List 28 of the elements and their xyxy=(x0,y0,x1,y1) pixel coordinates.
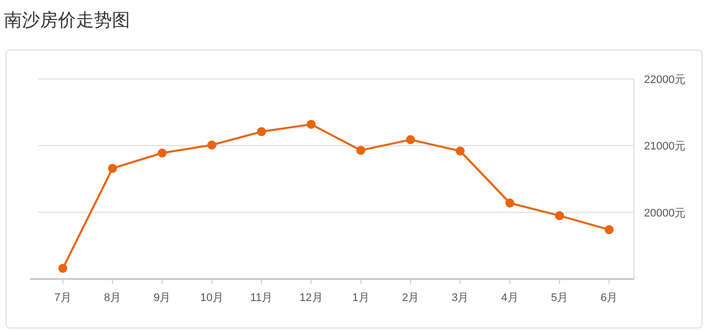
point xyxy=(406,135,415,144)
x-tick-label: 4月 xyxy=(501,292,518,304)
y-tick-label: 22000元 xyxy=(644,74,686,86)
y-tick-label: 21000元 xyxy=(644,140,686,153)
chart-title: 南沙房价走势图 xyxy=(4,10,130,30)
x-tick-label: 5月 xyxy=(550,292,568,304)
point xyxy=(356,146,366,155)
x-tick-label: 1月 xyxy=(352,292,370,304)
y-tick-label: 20000元 xyxy=(644,207,686,220)
point xyxy=(58,264,68,273)
point xyxy=(306,120,316,129)
point xyxy=(604,225,614,234)
point xyxy=(555,211,564,220)
point xyxy=(207,140,216,150)
x-tick-label: 9月 xyxy=(154,292,171,304)
point xyxy=(257,127,266,136)
x-tick-label: 7月 xyxy=(54,292,72,304)
x-tick-label: 3月 xyxy=(452,292,469,304)
x-tick-label: 11月 xyxy=(250,292,273,304)
point xyxy=(456,146,465,156)
x-tick-label: 12月 xyxy=(300,292,323,304)
x-tick-label: 2月 xyxy=(402,292,420,304)
point xyxy=(505,198,514,208)
point xyxy=(108,164,117,173)
point xyxy=(158,148,167,158)
x-tick-label: 8月 xyxy=(104,292,122,304)
x-tick-label: 10月 xyxy=(200,292,224,304)
x-tick-label: 6月 xyxy=(600,292,618,304)
